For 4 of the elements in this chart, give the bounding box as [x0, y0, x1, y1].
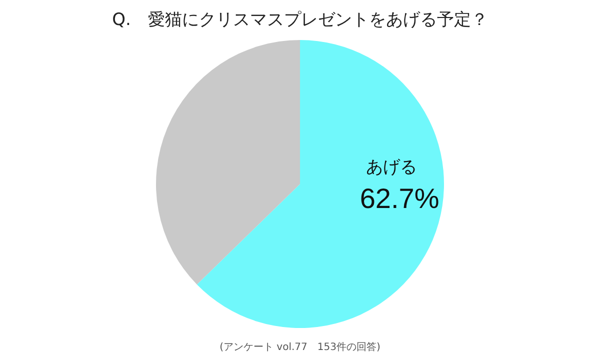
data-label: 62.7% — [360, 182, 440, 214]
chart-title: Q. 愛猫にクリスマスプレゼントをあげる予定？ — [111, 9, 489, 31]
text: (アンケート vol.77 153件の回答) — [218, 341, 382, 354]
slice-label: あげる — [366, 158, 418, 178]
